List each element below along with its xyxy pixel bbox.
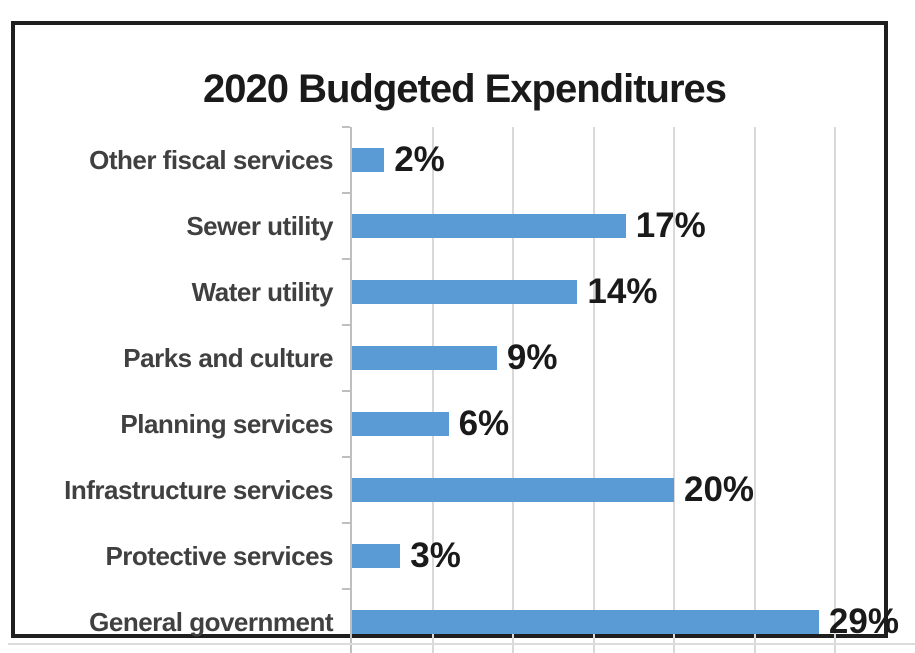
category-label: Planning services [120,409,333,439]
value-label: 9% [506,338,558,377]
category-axis-tick [342,456,350,458]
category-axis-tick [342,588,350,590]
value-label: 2% [394,140,445,179]
plot-area: 2% 17% 14% 9% 6% 20% 3% 29% [342,126,899,653]
bar [352,346,497,370]
category-axis-tick [342,192,350,194]
category-label: General government [89,607,333,637]
category-axis-tick [342,522,350,524]
category-axis-tick [342,258,350,260]
bar [352,214,626,238]
bar [352,280,578,304]
value-label: 6% [458,404,510,443]
gridline [592,127,595,653]
gridline [673,127,675,653]
gridline [431,127,434,653]
bar [352,148,385,172]
category-label: Parks and culture [123,343,333,373]
value-label: 29% [828,602,899,641]
chart-title: 2020 Budgeted Expenditures [202,67,727,111]
value-label: 3% [410,536,461,575]
category-axis-tick [342,126,350,128]
bar [352,544,401,568]
category-label: Other fiscal services [89,145,333,175]
category-label: Water utility [191,277,334,307]
bar [352,412,449,436]
bar [352,478,674,502]
category-axis-tick [342,390,350,392]
category-axis-tick [342,324,350,326]
chart-frame: 2020 Budgeted Expenditures 2% 17% 14% 9% 6% 2… [11,21,899,653]
page-shadow-line [8,643,915,645]
value-label: 14% [587,272,658,311]
bar [352,610,819,634]
gridline [512,127,514,653]
value-label: 20% [684,470,755,509]
category-label: Infrastructure services [64,475,333,505]
category-label: Sewer utility [186,211,333,241]
gridline [834,127,836,653]
gridline [753,127,756,653]
value-label: 17% [635,206,706,245]
category-label: Protective services [105,541,333,571]
category-axis-line [350,127,352,653]
